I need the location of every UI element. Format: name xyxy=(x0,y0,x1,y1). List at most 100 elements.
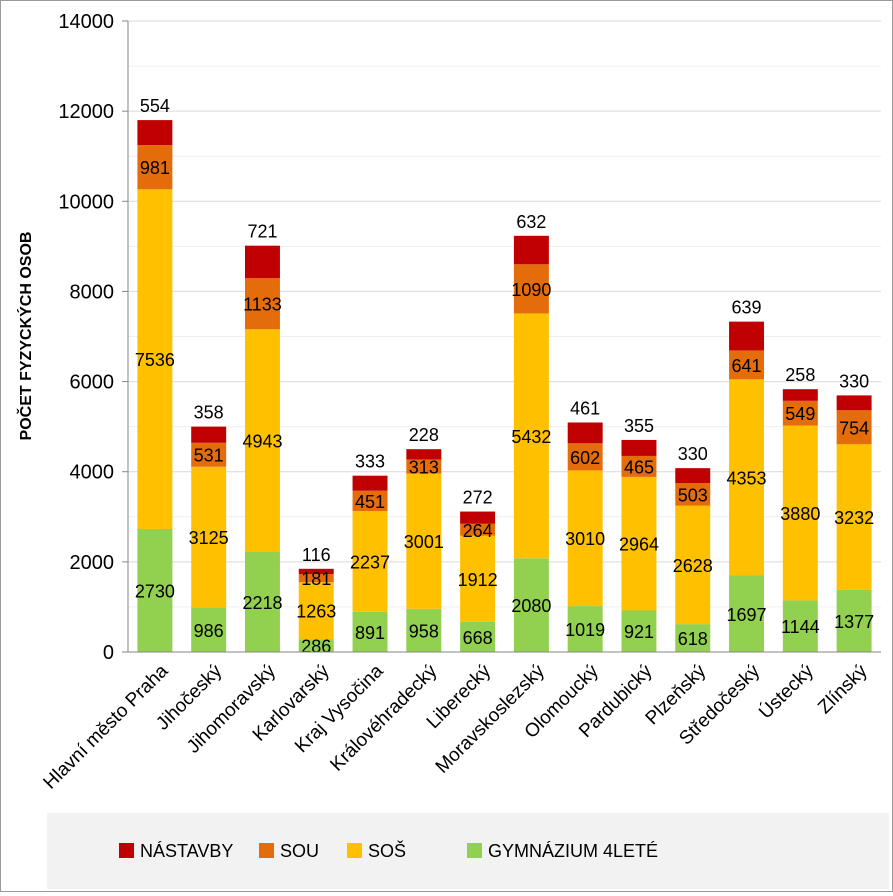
bar-segment xyxy=(191,607,227,652)
bar-segment xyxy=(836,444,872,590)
bar-segment xyxy=(513,235,549,265)
data-label: 3880 xyxy=(780,504,820,524)
data-label: 2080 xyxy=(511,596,551,616)
y-tick-label: 6000 xyxy=(70,372,115,394)
bar-segment xyxy=(621,610,657,652)
data-label: 333 xyxy=(355,452,385,472)
bar-segment xyxy=(406,459,442,474)
data-label: 3125 xyxy=(189,528,229,548)
bar-segment xyxy=(298,574,334,583)
y-tick-label: 2000 xyxy=(70,552,115,574)
bar-segment xyxy=(675,505,711,625)
bar-segment xyxy=(137,528,173,652)
bar-segment xyxy=(191,426,227,443)
data-label: 286 xyxy=(301,637,331,657)
bar-segment xyxy=(567,422,603,444)
bar-segment xyxy=(406,608,442,652)
legend-label: SOŠ xyxy=(368,840,406,861)
data-label: 1090 xyxy=(511,280,551,300)
data-label: 313 xyxy=(409,458,439,478)
bar-segment xyxy=(836,589,872,652)
data-label: 116 xyxy=(302,545,331,565)
data-label: 921 xyxy=(624,622,654,642)
legend: NÁSTAVBY SOU SOŠ GYMNÁZIUM 4LETÉ xyxy=(119,840,658,861)
data-label: 958 xyxy=(409,621,439,641)
data-label: 2628 xyxy=(673,556,713,576)
data-label: 632 xyxy=(516,212,546,232)
legend-swatch xyxy=(467,843,482,858)
bar-segment xyxy=(191,442,227,467)
data-label: 451 xyxy=(355,492,385,512)
bar-segment xyxy=(729,575,765,652)
legend-label: GYMNÁZIUM 4LETÉ xyxy=(488,841,658,861)
data-label: 503 xyxy=(678,485,708,505)
bar-segment xyxy=(567,606,603,652)
y-tick-label: 0 xyxy=(103,642,114,664)
data-label: 668 xyxy=(463,628,493,648)
data-labels: 2730 7536 981 554 986 3125 531 358 2218 4943 1133 7… xyxy=(135,96,874,656)
y-tick-label: 12000 xyxy=(58,101,114,123)
bar-segment xyxy=(460,523,496,536)
data-label: 1377 xyxy=(834,612,874,632)
bar-segment xyxy=(621,455,657,477)
bar-segment xyxy=(729,321,765,351)
bar-segment xyxy=(567,443,603,471)
bar-segment xyxy=(782,400,818,426)
data-label: 2964 xyxy=(619,535,659,555)
data-label: 1019 xyxy=(565,620,605,640)
data-label: 264 xyxy=(463,521,493,541)
data-label: 1133 xyxy=(243,295,282,315)
bar-segment xyxy=(137,120,173,146)
x-tick-label: Ústecký xyxy=(755,660,819,724)
legend-label: NÁSTAVBY xyxy=(140,841,233,861)
data-label: 1912 xyxy=(458,570,498,590)
bar-segment xyxy=(406,473,442,609)
data-label: 554 xyxy=(140,96,170,116)
data-label: 639 xyxy=(732,298,762,318)
bars xyxy=(137,120,872,652)
data-label: 228 xyxy=(409,425,439,445)
bar-segment xyxy=(352,611,388,652)
legend-label: SOU xyxy=(280,841,319,861)
bar-segment xyxy=(675,483,711,506)
data-label: 891 xyxy=(355,623,385,643)
data-label: 272 xyxy=(463,488,493,508)
y-tick-label: 10000 xyxy=(58,191,114,213)
bar-segment xyxy=(298,568,334,575)
legend-swatch xyxy=(259,843,274,858)
data-label: 1697 xyxy=(727,605,767,625)
x-axis: Hlavní město PrahaJihočeskýJihomoravskýK… xyxy=(40,651,881,794)
bar-segment xyxy=(244,245,280,279)
y-tick-label: 8000 xyxy=(70,281,115,303)
data-label: 3001 xyxy=(404,532,444,552)
bar-segment xyxy=(782,389,818,401)
x-tick-label: Zlínský xyxy=(814,660,872,718)
bar-segment xyxy=(460,511,496,524)
bar-segment xyxy=(191,466,227,608)
data-label: 754 xyxy=(839,418,869,438)
bar-segment xyxy=(836,395,872,411)
bar-segment xyxy=(352,490,388,512)
bar-segment xyxy=(244,552,280,652)
bar-segment xyxy=(137,145,173,190)
data-label: 7536 xyxy=(135,350,175,370)
data-label: 4353 xyxy=(727,468,767,488)
data-label: 465 xyxy=(624,457,654,477)
bar-segment xyxy=(621,476,657,611)
data-label: 986 xyxy=(194,621,224,641)
data-label: 330 xyxy=(839,371,869,391)
bar-segment xyxy=(621,439,657,456)
data-label: 3232 xyxy=(834,508,874,528)
bar-segment xyxy=(244,329,280,553)
data-label: 549 xyxy=(785,404,815,424)
data-label: 358 xyxy=(194,403,224,423)
bar-segment xyxy=(460,621,496,652)
y-axis: 0 2000 4000 6000 8000 10000 12000 14000 xyxy=(58,11,129,664)
bar-segment xyxy=(567,470,603,607)
data-label: 602 xyxy=(570,448,600,468)
bar-segment xyxy=(352,511,388,612)
gridlines xyxy=(128,20,881,653)
bar-segment xyxy=(782,425,818,601)
